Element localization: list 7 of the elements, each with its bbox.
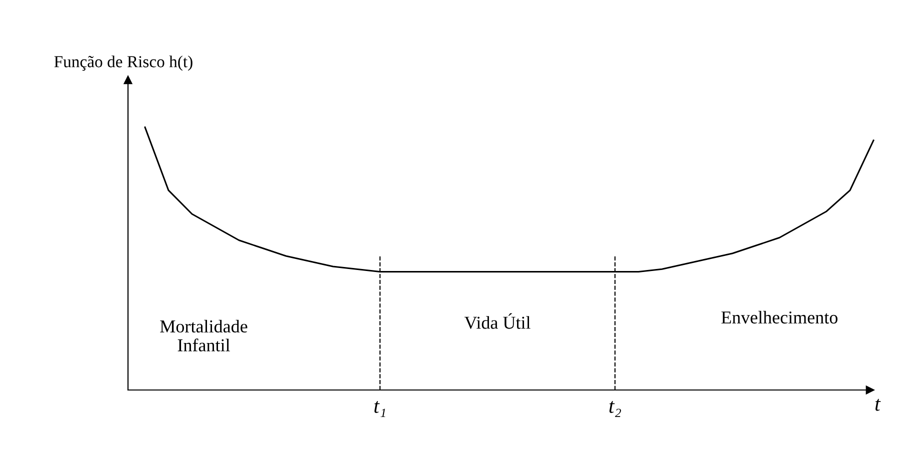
y-axis-title: Função de Risco h(t) [54, 56, 192, 71]
x-tick-label: t₂ [609, 401, 622, 418]
annotation: Envelhecimento [721, 310, 838, 324]
annotation: Vida Útil [464, 313, 530, 329]
x-tick-label: t₁ [374, 401, 386, 417]
x-axis-title: t [875, 398, 881, 411]
annotation: Mortalidade Infantil [160, 320, 248, 352]
